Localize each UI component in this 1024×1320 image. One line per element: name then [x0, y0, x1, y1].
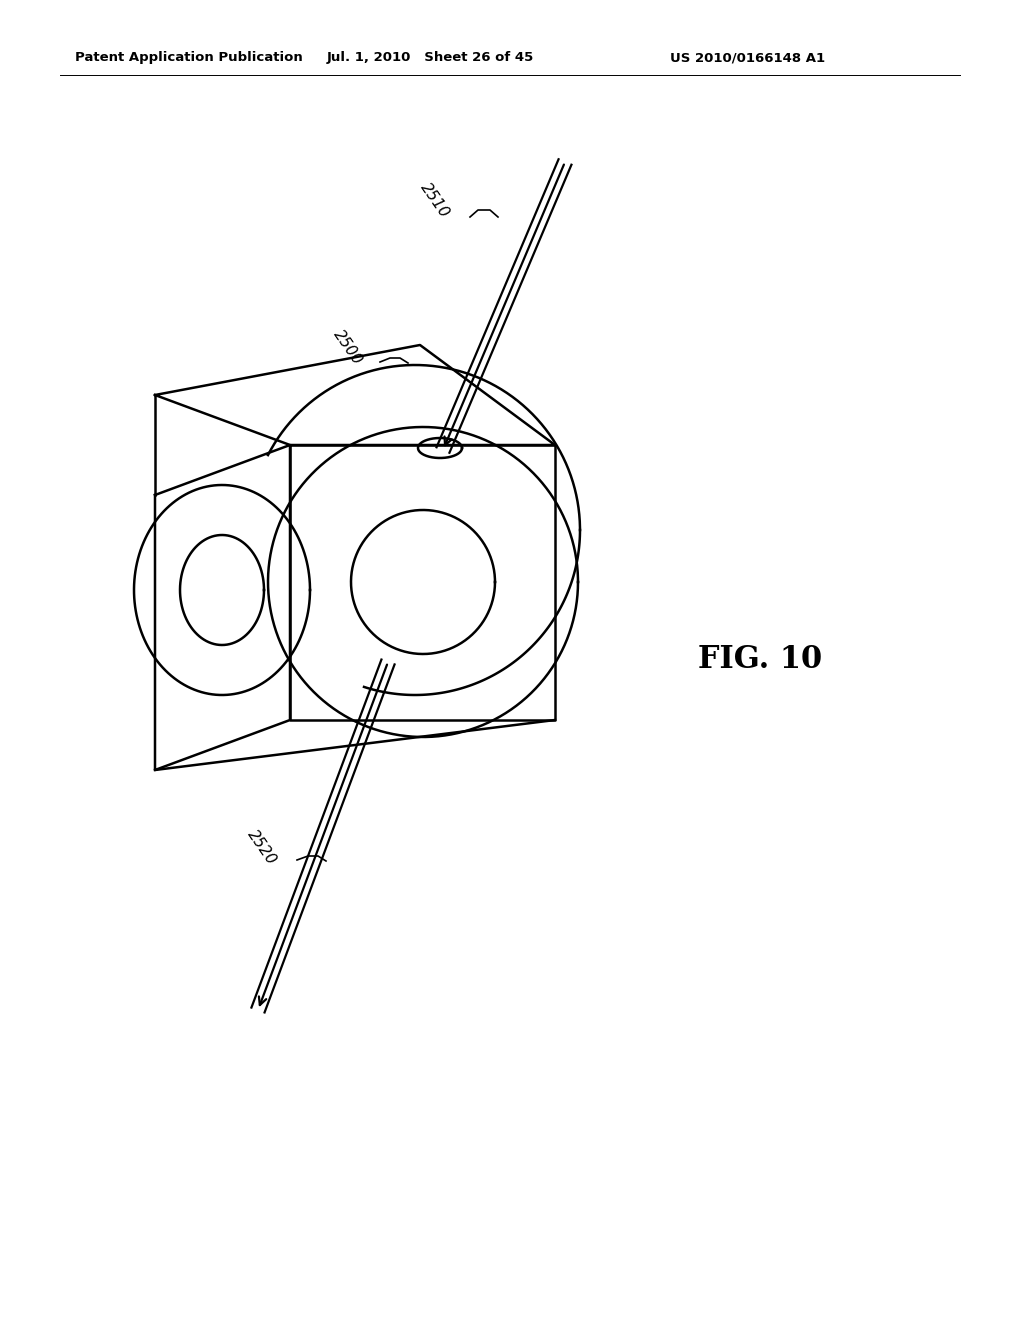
Text: Jul. 1, 2010   Sheet 26 of 45: Jul. 1, 2010 Sheet 26 of 45: [327, 51, 534, 65]
Text: 2510: 2510: [418, 180, 453, 220]
Text: US 2010/0166148 A1: US 2010/0166148 A1: [670, 51, 825, 65]
Text: 2500: 2500: [331, 327, 366, 367]
Text: FIG. 10: FIG. 10: [698, 644, 822, 676]
Text: Patent Application Publication: Patent Application Publication: [75, 51, 303, 65]
Text: 2520: 2520: [245, 826, 280, 867]
